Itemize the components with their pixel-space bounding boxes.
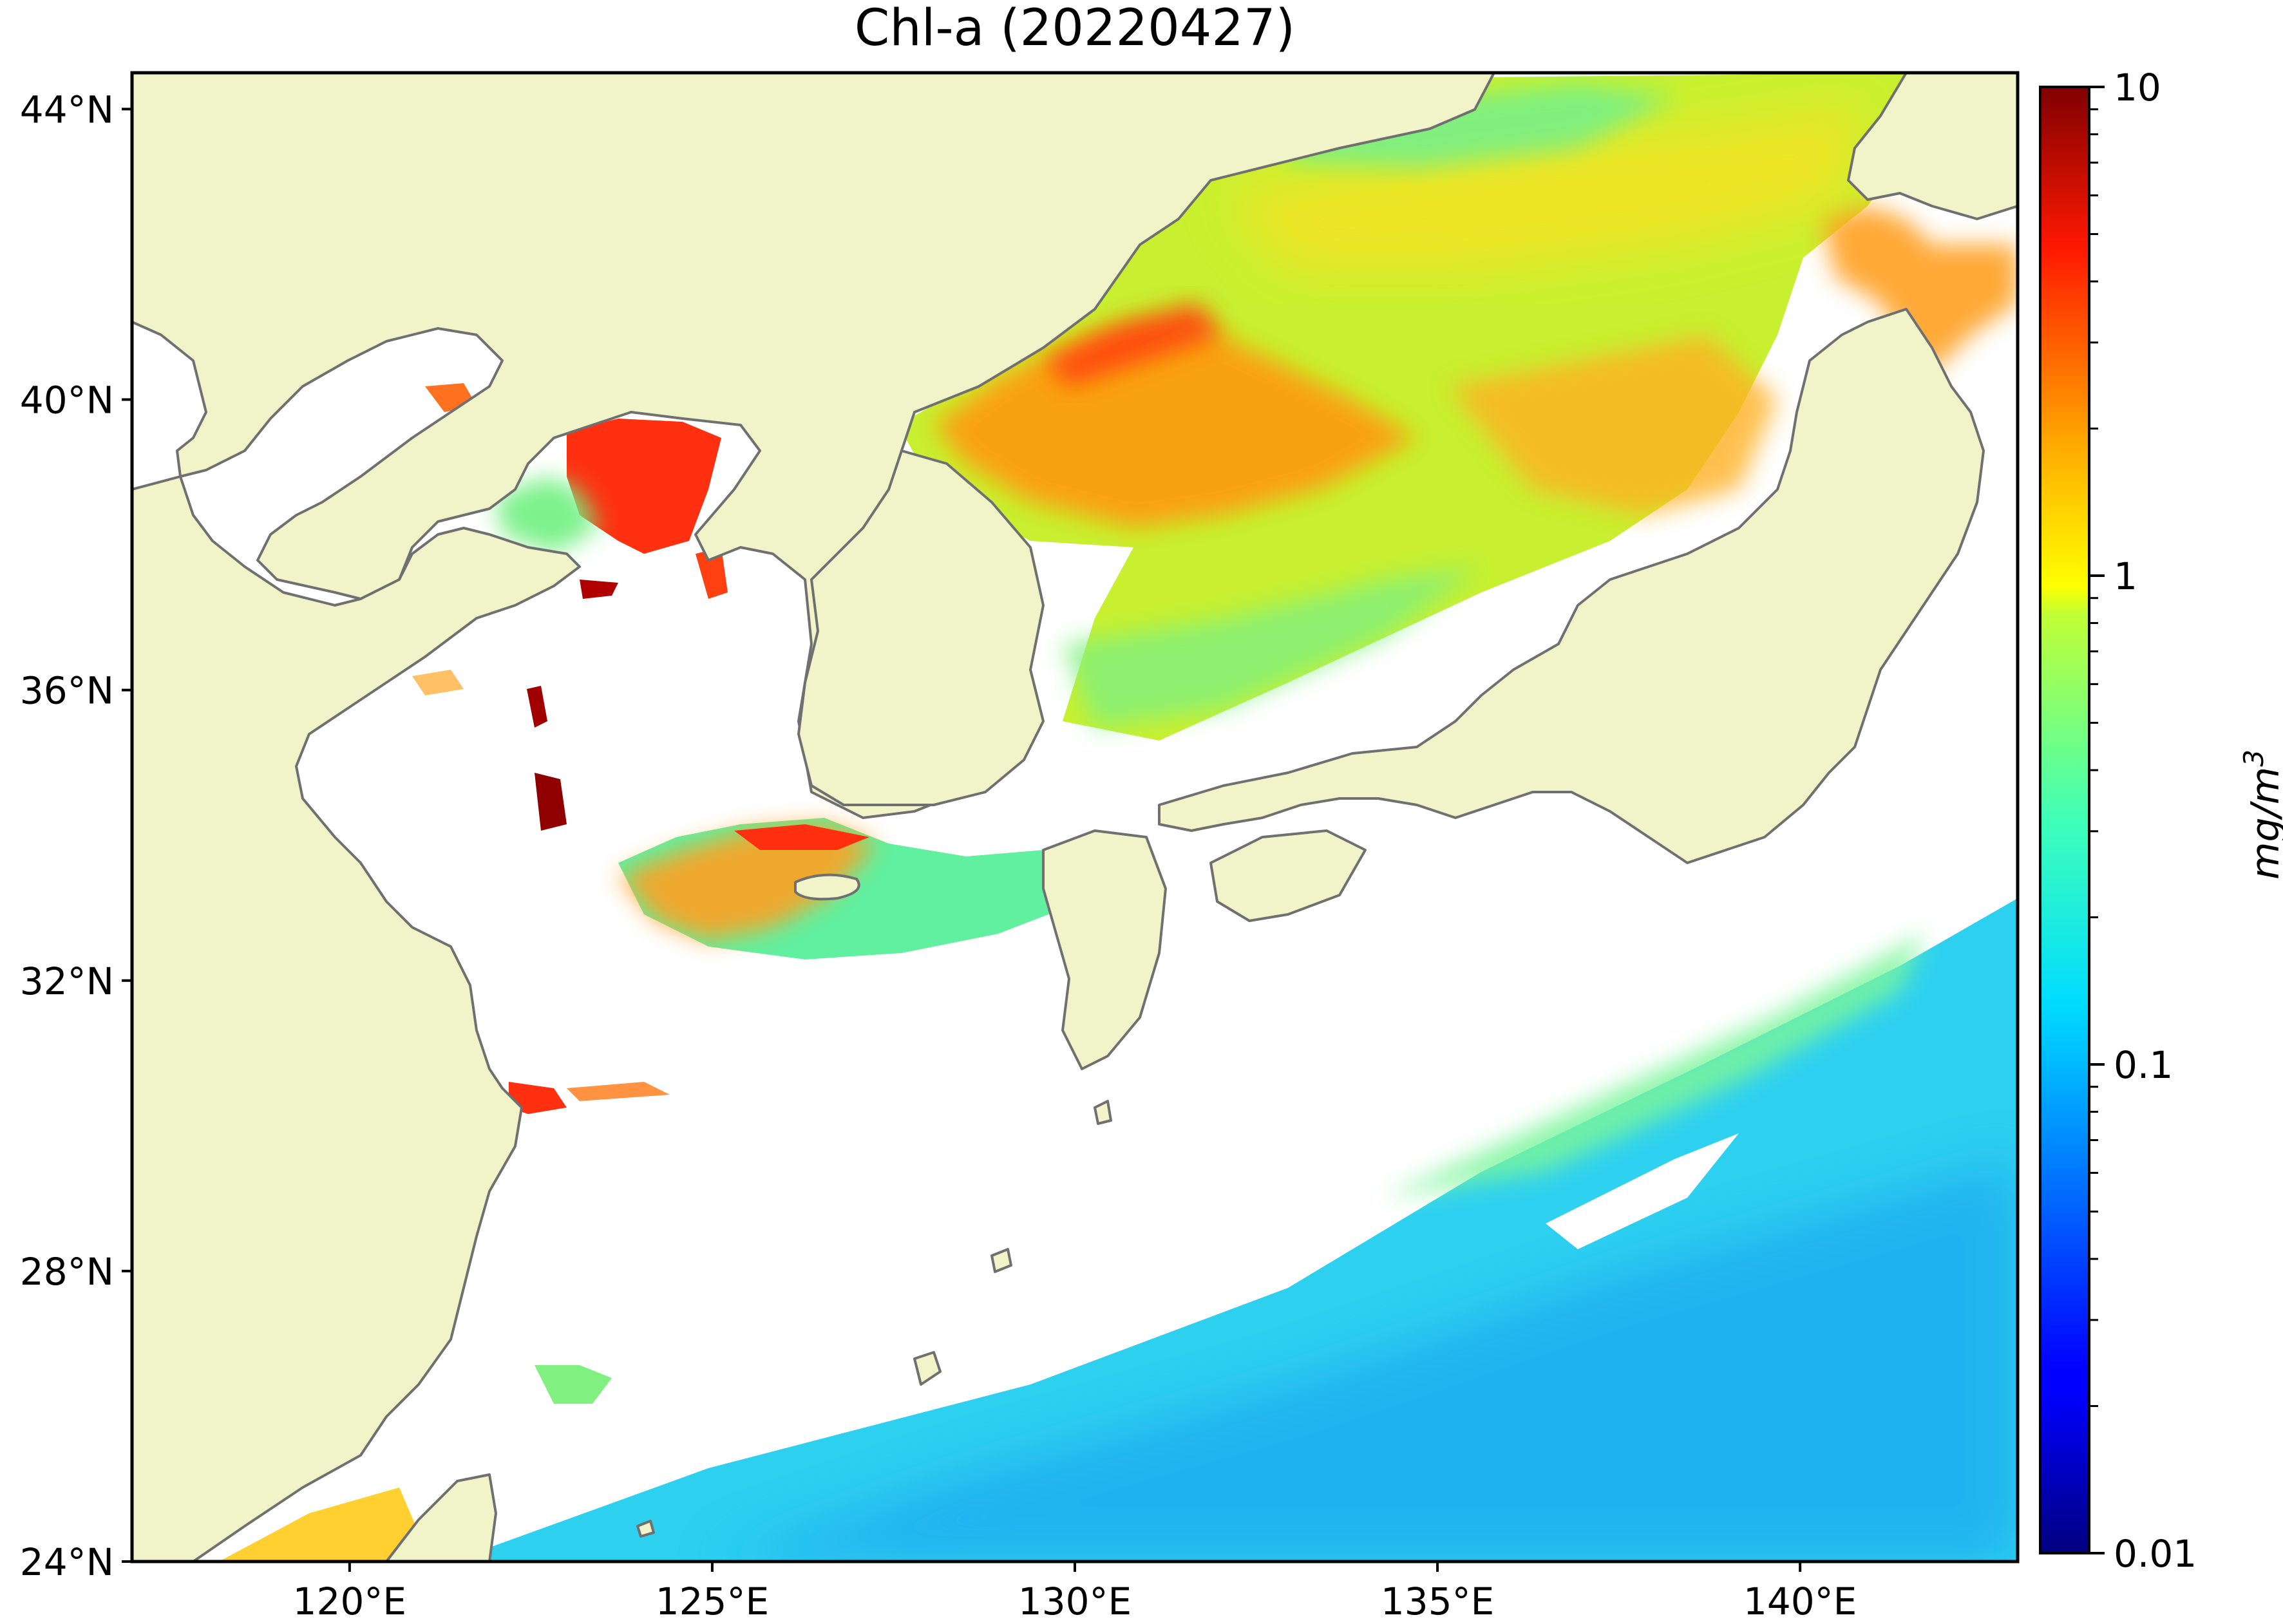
latitude-axis: 44°N 40°N 36°N 32°N 28°N 24°N [20, 88, 132, 1584]
korean-peninsula [797, 449, 1045, 806]
lat-tick-label: 44°N [20, 88, 114, 131]
colorbar-gradient [2040, 87, 2089, 1553]
lon-tick-label: 140°E [1743, 1580, 1857, 1623]
colorbar-tick-label: 1 [2114, 554, 2137, 598]
lon-tick-label: 130°E [1018, 1580, 1132, 1623]
lat-tick-label: 28°N [20, 1250, 114, 1294]
bohai-red-bloom [567, 419, 721, 554]
lon-tick-label: 135°E [1381, 1580, 1494, 1623]
jeju-red-north-edge [734, 824, 869, 850]
land-layer [132, 73, 2018, 1562]
taiwan-strait-chl [219, 1487, 419, 1562]
zhejiang-coast-red-patch [509, 1082, 567, 1114]
colorbar-tick-label: 10 [2114, 66, 2161, 109]
okinawa-island [913, 1351, 942, 1386]
east-sea-orange-bloom-east [1449, 335, 1777, 515]
pacific-cloud-gap [1546, 1133, 1739, 1249]
longitude-axis: 120°E 125°E 130°E 135°E 140°E [293, 1562, 1857, 1623]
tanegashima-island [1094, 1100, 1112, 1125]
honshu-island [1158, 308, 1985, 864]
hokkaido-coastal-chl [1823, 206, 2018, 373]
jeju-island [794, 873, 860, 901]
map-title: Chl-a (20220427) [855, 0, 1295, 57]
taiwan-island [385, 1473, 497, 1562]
colorbar: 10 1 0.1 0.01 mg/m3 [2039, 66, 2283, 1576]
colorbar-tick-label: 0.01 [2114, 1532, 2197, 1576]
pacific-very-low-chl-area [708, 1159, 2018, 1562]
jeju-orange-bloom [618, 824, 876, 940]
lon-tick-label: 120°E [293, 1580, 406, 1623]
colorbar-unit-label: mg/m3 [2238, 750, 2283, 880]
zhejiang-coast-orange-streak [567, 1082, 670, 1101]
chlorophyll-data-layer [219, 73, 2018, 1562]
colorbar-unit-superscript: 3 [2238, 750, 2269, 767]
east-sea-red-north-korea-coast [1043, 303, 1224, 386]
lat-tick-label: 24°N [20, 1540, 114, 1584]
colorbar-tick-label: 0.1 [2114, 1043, 2173, 1087]
bohai-green-patch [496, 477, 599, 554]
yellow-sea-dark-red-streak-1 [527, 686, 547, 728]
map-panel [132, 73, 2018, 1562]
yellow-sea-dark-red-streak-3 [580, 580, 618, 599]
asian-mainland [132, 73, 1495, 819]
lon-tick-label: 125°E [656, 1580, 769, 1623]
colorbar-frame [2039, 86, 2090, 1554]
shandong-tip-red-patch [696, 547, 728, 599]
yellow-sea-orange-patch [412, 670, 464, 695]
east-sea-green-south [1063, 567, 1481, 728]
east-china-sea-green-patch [535, 1365, 612, 1404]
shikoku-island [1209, 829, 1367, 922]
lat-tick-label: 36°N [20, 669, 114, 713]
hokkaido-island [1847, 73, 2018, 220]
colorbar-ticks: 10 1 0.1 0.01 [2089, 66, 2197, 1576]
lat-tick-label: 32°N [20, 959, 114, 1003]
yellow-sea-dark-red-streak-2 [535, 773, 567, 831]
lat-tick-label: 40°N [20, 379, 114, 422]
ishigaki-island [636, 1520, 655, 1538]
kyushu-island [1042, 829, 1167, 1070]
china-east-coast [132, 73, 581, 1562]
east-sea-orange-bloom [934, 322, 1417, 528]
east-sea-yellow-north [1224, 103, 1868, 270]
amami-island [990, 1248, 1012, 1273]
